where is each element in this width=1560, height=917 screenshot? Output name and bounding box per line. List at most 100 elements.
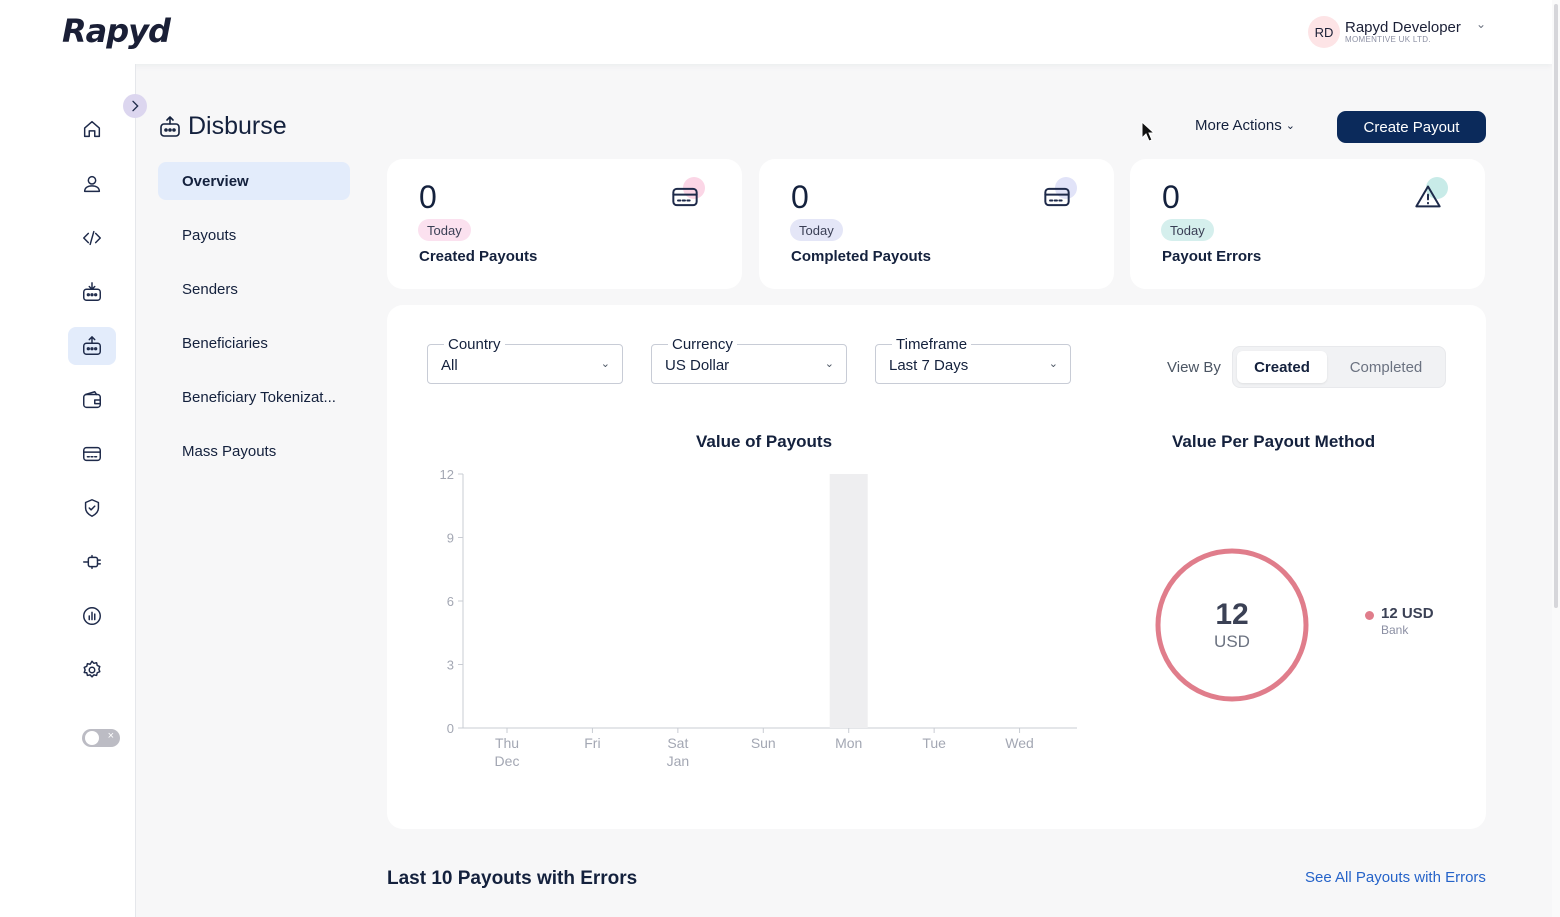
- x-tick-sublabel: Jan: [667, 753, 690, 769]
- plug-icon[interactable]: [68, 543, 116, 581]
- stat-card-errors: 0 Today Payout Errors: [1130, 159, 1485, 289]
- subnav-mass-payouts[interactable]: Mass Payouts: [182, 442, 277, 460]
- user-icon[interactable]: [68, 165, 116, 203]
- stat-label: Completed Payouts: [791, 248, 932, 265]
- y-tick-label: 9: [447, 531, 454, 546]
- user-company: MOMENTIVE UK LTD.: [1345, 35, 1431, 44]
- donut-center-value: 12: [1215, 598, 1249, 631]
- stat-card-created: 0 Today Created Payouts: [387, 159, 742, 289]
- chevron-right-icon: [132, 100, 139, 112]
- more-actions-button[interactable]: More Actions ⌄: [1195, 117, 1295, 134]
- warning-icon: [1414, 177, 1454, 217]
- chevron-down-icon: ⌄: [824, 358, 834, 370]
- donut-ring: [1155, 548, 1309, 702]
- view-by-completed[interactable]: Completed: [1349, 358, 1423, 376]
- country-value: All: [441, 357, 458, 374]
- bar: [829, 474, 868, 728]
- subnav-overview[interactable]: Overview: [158, 162, 350, 200]
- value-of-payouts-chart: 0 3 6 9 12 Thu Dec Fri Sat Jan Sun Mon Tue Wed: [440, 467, 1077, 769]
- x-tick-label: Sun: [751, 735, 776, 751]
- subnav-senders[interactable]: Senders: [182, 280, 238, 298]
- user-menu[interactable]: RD Rapyd Developer MOMENTIVE UK LTD. ⌄: [1308, 15, 1486, 49]
- stat-label: Created Payouts: [419, 248, 538, 265]
- top-header: Rapyd RD Rapyd Developer MOMENTIVE UK LT…: [0, 0, 1552, 64]
- home-icon[interactable]: [68, 110, 116, 148]
- x-tick-label: Fri: [584, 735, 600, 751]
- card-icon: [1043, 177, 1083, 217]
- timeframe-select[interactable]: Timeframe Last 7 Days ⌄: [875, 336, 1071, 384]
- create-payout-button[interactable]: Create Payout: [1337, 111, 1486, 143]
- subnav-payouts[interactable]: Payouts: [182, 226, 237, 244]
- card-icon[interactable]: [68, 435, 116, 473]
- page-scrollbar[interactable]: [1552, 0, 1560, 917]
- disburse-icon: [160, 115, 180, 137]
- timeframe-value: Last 7 Days: [889, 357, 969, 374]
- stat-card-completed: 0 Today Completed Payouts: [759, 159, 1114, 289]
- donut-slice-bank: [1155, 548, 1309, 702]
- errors-section-title: Last 10 Payouts with Errors: [387, 868, 638, 889]
- more-actions-label: More Actions: [1195, 117, 1282, 134]
- y-tick-label: 0: [447, 721, 454, 736]
- close-icon: ×: [107, 730, 114, 742]
- legend-dot: [1365, 611, 1374, 620]
- y-tick-label: 6: [447, 594, 454, 609]
- stat-value: 0: [791, 179, 809, 215]
- chevron-down-icon[interactable]: ⌄: [1476, 17, 1487, 31]
- overview-panel: Country All ⌄ Currency US Dollar ⌄ Timef…: [387, 305, 1486, 829]
- currency-value: US Dollar: [665, 357, 730, 374]
- stat-value: 0: [1162, 179, 1180, 215]
- page-title-text: Disburse: [188, 112, 287, 140]
- theme-toggle[interactable]: ×: [82, 729, 120, 747]
- subnav-beneficiaries[interactable]: Beneficiaries: [182, 334, 268, 352]
- user-name: Rapyd Developer: [1345, 19, 1461, 36]
- settings-icon[interactable]: [68, 651, 116, 689]
- code-icon[interactable]: [68, 219, 116, 257]
- x-tick-label: Mon: [835, 735, 862, 751]
- y-tick-label: 12: [440, 467, 454, 482]
- user-info: Rapyd Developer MOMENTIVE UK LTD.: [1345, 20, 1461, 44]
- currency-select[interactable]: Currency US Dollar ⌄: [651, 336, 847, 384]
- view-by-label: View By: [1167, 359, 1221, 376]
- mouse-cursor-icon: [1141, 121, 1155, 142]
- view-by-toggle: Created Completed: [1232, 346, 1446, 388]
- avatar[interactable]: RD: [1308, 16, 1340, 48]
- x-tick-label: Sat: [667, 735, 688, 751]
- legend-label: Bank: [1381, 623, 1409, 637]
- currency-label: Currency: [668, 336, 737, 353]
- x-tick-label: Thu: [495, 735, 519, 751]
- timeframe-label: Timeframe: [892, 336, 972, 353]
- wallet-icon[interactable]: [68, 381, 116, 419]
- country-label: Country: [444, 336, 505, 353]
- view-by-created[interactable]: Created: [1237, 351, 1327, 383]
- stat-value: 0: [419, 179, 437, 215]
- y-tick-label: 3: [447, 658, 454, 673]
- bar-chart-title: Value of Payouts: [696, 432, 833, 451]
- donut-center-unit: USD: [1214, 632, 1250, 651]
- country-select[interactable]: Country All ⌄: [427, 336, 623, 384]
- expand-sidebar-button[interactable]: [123, 94, 147, 118]
- today-badge: Today: [418, 219, 471, 241]
- stat-label: Payout Errors: [1162, 248, 1262, 265]
- x-tick-label: Tue: [922, 735, 946, 751]
- x-tick-label: Wed: [1005, 735, 1034, 751]
- scrollbar-thumb[interactable]: [1554, 4, 1558, 608]
- x-tick-sublabel: Dec: [495, 753, 520, 769]
- chevron-down-icon: ⌄: [1285, 120, 1295, 132]
- today-badge: Today: [1161, 219, 1214, 241]
- see-all-errors-link[interactable]: See All Payouts with Errors: [1305, 869, 1486, 886]
- icon-sidebar: ×: [0, 64, 136, 917]
- payout-method-donut: 12 USD: [1147, 540, 1317, 710]
- card-icon: [671, 177, 711, 217]
- page-title: Disburse: [158, 112, 287, 141]
- collect-icon[interactable]: [68, 273, 116, 311]
- report-icon[interactable]: [68, 597, 116, 635]
- rapyd-logo[interactable]: Rapyd: [62, 12, 171, 50]
- toggle-knob: [85, 731, 99, 745]
- shield-check-icon[interactable]: [68, 489, 116, 527]
- today-badge: Today: [790, 219, 843, 241]
- donut-chart-title: Value Per Payout Method: [1172, 432, 1376, 451]
- legend-value: 12 USD: [1381, 605, 1434, 622]
- disburse-icon[interactable]: [68, 327, 116, 365]
- chevron-down-icon: ⌄: [1048, 358, 1058, 370]
- subnav-beneficiary-tokenization[interactable]: Beneficiary Tokenizat...: [182, 388, 336, 406]
